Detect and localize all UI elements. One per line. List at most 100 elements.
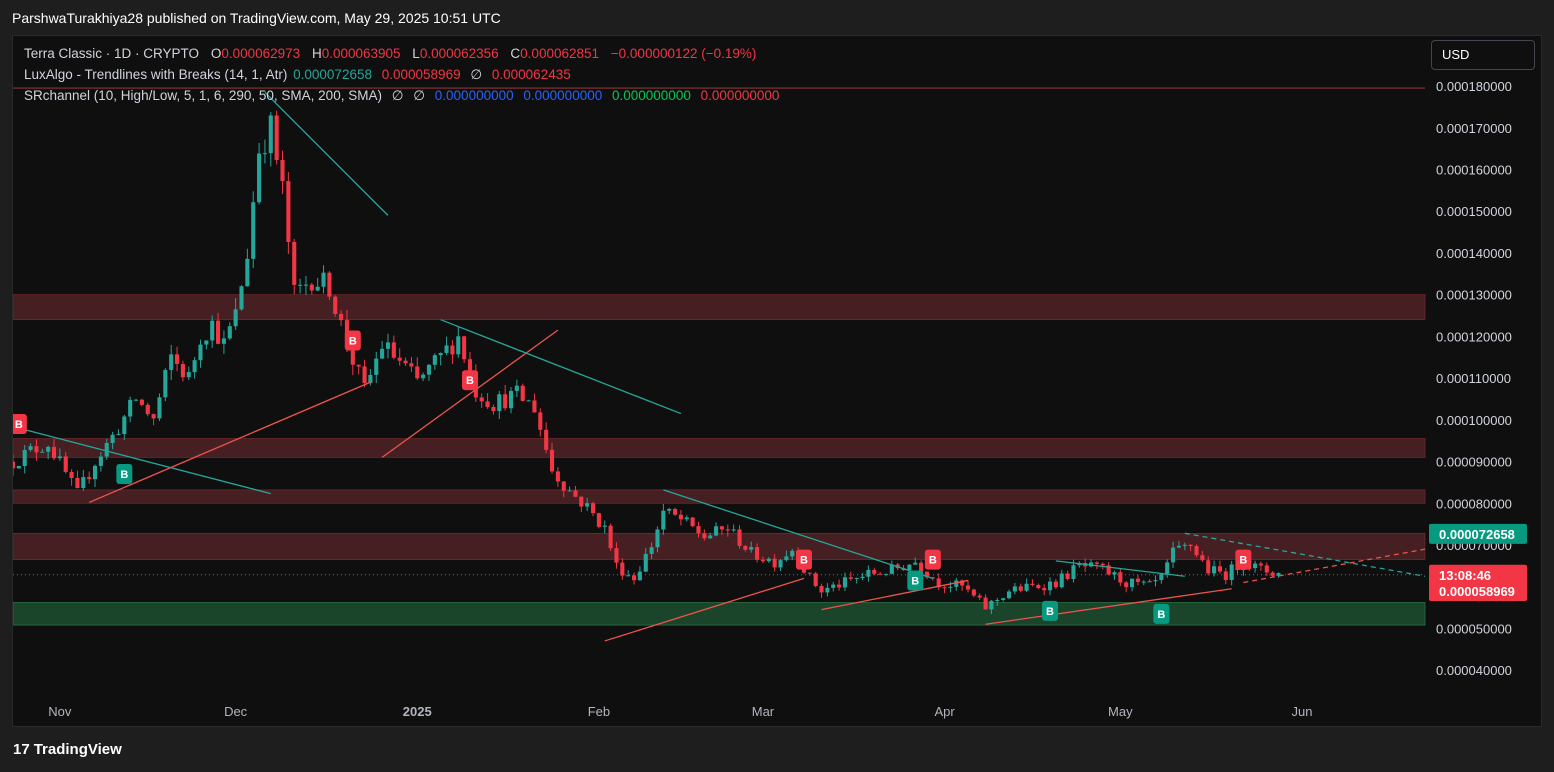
axis-price-label-2: 0.000058969 <box>1429 581 1527 602</box>
candle-body <box>221 338 226 344</box>
candle-body <box>684 517 689 520</box>
candle-body <box>1065 573 1070 579</box>
break-signal-teal-5: B <box>907 570 924 591</box>
y-tick-label: 0.000080000 <box>1436 496 1512 511</box>
candle-body <box>1217 566 1222 572</box>
legend-symbol[interactable]: Terra Classic · 1D · CRYPTO <box>24 46 200 61</box>
candle-body <box>1264 565 1269 573</box>
currency-button[interactable]: USD <box>1431 40 1535 70</box>
break-signal-label: B <box>911 575 919 587</box>
candle-body <box>467 359 473 372</box>
break-signal-badge <box>344 330 361 351</box>
legend-srchannel-row[interactable]: SRchannel (10, High/Low, 5, 1, 6, 290, 5… <box>24 88 781 104</box>
candle-body <box>292 241 297 285</box>
candle-body <box>948 586 953 588</box>
candle-body <box>262 153 267 155</box>
candle-body <box>233 309 238 327</box>
candle-body <box>139 399 144 405</box>
candle-body <box>1130 578 1135 588</box>
candle-body <box>1194 546 1199 556</box>
candle-body <box>133 399 139 401</box>
candle-body <box>1212 566 1217 574</box>
y-tick-label: 0.000100000 <box>1436 413 1512 428</box>
trendline-red-11 <box>1243 548 1426 584</box>
candle-body <box>872 569 877 574</box>
candle-body <box>807 572 812 574</box>
candle-body <box>1258 563 1264 566</box>
candle-body <box>1124 582 1129 588</box>
y-tick-label: 0.000160000 <box>1436 163 1512 178</box>
trendline-teal-8 <box>1055 560 1185 577</box>
candle-body <box>456 336 461 355</box>
trendline-red-3 <box>381 329 559 458</box>
legend-luxalgo-row[interactable]: LuxAlgo - Trendlines with Breaks (14, 1,… <box>24 67 573 83</box>
candle-body <box>649 547 654 554</box>
candle-body <box>128 399 133 417</box>
legend-srchannel-empty-1: ∅ <box>391 88 404 103</box>
candle-body <box>374 358 379 375</box>
candle-body <box>1206 560 1211 574</box>
publish-line: ParshwaTurakhiya28 published on TradingV… <box>12 10 501 26</box>
legend-srchannel-value-2: 0.000000000 <box>523 88 603 103</box>
candle-body <box>450 345 455 355</box>
candle-body <box>848 577 853 579</box>
candle-body <box>567 490 572 492</box>
legend-close-value: 0.000062851 <box>520 46 600 61</box>
candle-body <box>1253 563 1258 569</box>
candle-body <box>204 340 209 345</box>
candle-body <box>1176 545 1181 548</box>
candle-body <box>784 556 789 561</box>
legend-luxalgo-name[interactable]: LuxAlgo - Trendlines with Breaks (14, 1,… <box>24 67 288 82</box>
candle-body <box>860 576 865 578</box>
axis-price-label-bg <box>1429 581 1527 602</box>
tradingview-logo[interactable]: 17 TradingView <box>13 741 122 758</box>
candle-body <box>1047 581 1053 591</box>
candle-body <box>1106 565 1111 575</box>
candle-body <box>210 320 215 341</box>
trendline-teal-0 <box>18 427 271 495</box>
break-signal-label: B <box>800 555 808 567</box>
candle-body <box>596 513 601 527</box>
candle-body <box>1059 573 1064 588</box>
break-signal-teal-7: B <box>1042 600 1059 621</box>
candle-body <box>755 547 760 560</box>
candle-body <box>1276 573 1281 576</box>
candle-body <box>878 573 883 575</box>
candle-body <box>719 526 724 530</box>
legend-srchannel-name[interactable]: SRchannel (10, High/Low, 5, 1, 6, 290, 5… <box>24 88 382 103</box>
candle-body <box>368 374 373 384</box>
candle-body <box>174 354 180 364</box>
candle-body <box>1135 578 1140 582</box>
candle-body <box>216 320 221 344</box>
break-signal-label: B <box>1239 555 1247 567</box>
break-signal-badge <box>1042 600 1059 621</box>
candle-body <box>971 589 976 596</box>
candle-body <box>180 363 185 378</box>
chart-frame[interactable]: BBBBBBBBBB0.0000400000.0000500000.000060… <box>12 35 1542 727</box>
candle-body <box>239 286 244 310</box>
candle-body <box>245 258 250 287</box>
candle-body <box>743 545 748 550</box>
chart-svg[interactable]: BBBBBBBBBB0.0000400000.0000500000.000060… <box>13 36 1541 726</box>
candle-body <box>561 481 566 491</box>
break-signal-badge <box>116 464 133 485</box>
candle-body <box>854 577 859 579</box>
y-tick-label: 0.000120000 <box>1436 329 1512 344</box>
candle-body <box>995 599 1000 601</box>
trendline-red-7 <box>821 579 969 611</box>
candle-body <box>749 547 754 550</box>
axis-price-label-bg <box>1429 564 1527 585</box>
candle-body <box>731 529 736 531</box>
candle-body <box>257 153 262 203</box>
x-tick-label: Nov <box>48 704 72 719</box>
candle-body <box>813 573 818 587</box>
candle-body <box>321 272 326 287</box>
candle-body <box>75 477 80 488</box>
candle-body <box>1030 583 1035 586</box>
candle-body <box>837 584 842 588</box>
candle-body <box>714 526 719 536</box>
candle-body <box>415 366 420 379</box>
candle-body <box>28 446 33 451</box>
candle-body <box>608 525 613 549</box>
candle-body <box>1200 555 1205 561</box>
